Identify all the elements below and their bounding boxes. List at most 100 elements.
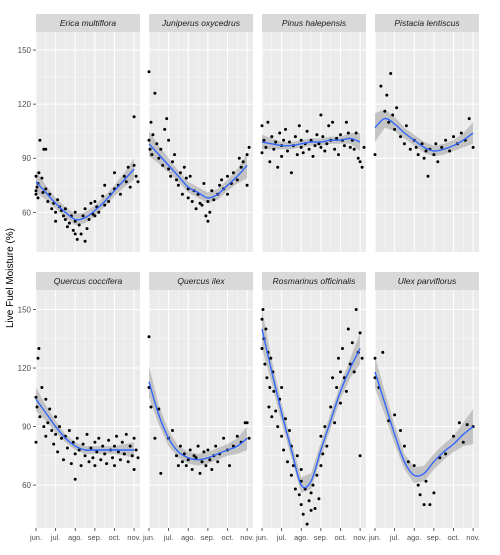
- x-tick-label: jun.: [255, 533, 268, 542]
- data-point: [297, 124, 301, 128]
- smooth-line: [261, 137, 361, 147]
- data-point: [184, 464, 188, 468]
- data-point: [289, 171, 293, 175]
- x-tick-label: jun.: [368, 533, 381, 542]
- data-point: [358, 160, 362, 164]
- data-point: [327, 124, 331, 128]
- data-point: [122, 452, 126, 456]
- data-point: [309, 138, 313, 142]
- data-point: [387, 120, 391, 124]
- data-point: [264, 327, 268, 331]
- x-tick-label: nov.: [353, 533, 367, 542]
- data-point: [182, 452, 186, 456]
- data-point: [339, 401, 342, 405]
- facet-strip: [375, 272, 479, 290]
- data-point: [315, 133, 319, 137]
- data-point: [50, 429, 54, 432]
- data-point: [87, 460, 91, 464]
- data-point: [65, 225, 69, 229]
- data-point: [418, 493, 422, 497]
- data-point: [159, 147, 163, 151]
- x-tick-label: jul.: [389, 533, 400, 542]
- data-point: [153, 436, 157, 440]
- data-point: [352, 370, 356, 374]
- x-tick-label: ago.: [68, 533, 83, 542]
- data-point: [448, 149, 452, 153]
- smooth-line: [148, 143, 248, 199]
- panel-background: [36, 290, 140, 528]
- data-point: [93, 464, 97, 468]
- data-point: [344, 389, 348, 393]
- data-point: [122, 174, 126, 178]
- data-point: [459, 131, 463, 135]
- facet-strip: [262, 14, 366, 32]
- data-point: [124, 432, 128, 436]
- data-point: [311, 154, 315, 158]
- facet-title-pistacia-lentiscus: Pistacia lentiscus: [394, 18, 460, 28]
- data-point: [276, 425, 280, 429]
- data-point: [161, 163, 165, 167]
- data-point: [265, 376, 269, 380]
- data-point: [228, 464, 231, 468]
- data-point: [325, 444, 329, 448]
- x-tick-label: oct.: [334, 533, 346, 542]
- facet-title-quercus-ilex: Quercus ilex: [177, 276, 225, 286]
- data-point: [147, 138, 151, 142]
- data-point: [295, 153, 299, 157]
- data-point: [457, 421, 461, 425]
- data-point: [339, 370, 342, 374]
- data-point: [333, 147, 337, 151]
- data-point: [358, 454, 362, 458]
- data-point: [337, 153, 340, 157]
- data-point: [163, 127, 167, 131]
- data-point: [329, 405, 333, 409]
- data-point: [116, 450, 120, 454]
- data-point: [245, 153, 249, 157]
- data-point: [180, 460, 184, 464]
- data-point: [147, 335, 151, 339]
- data-point: [75, 237, 79, 241]
- data-point: [424, 149, 428, 153]
- data-point: [56, 198, 60, 202]
- data-point: [420, 142, 424, 146]
- data-point: [103, 183, 107, 187]
- data-point: [260, 124, 264, 128]
- data-point: [198, 201, 202, 205]
- data-point: [50, 207, 54, 211]
- data-point: [206, 200, 210, 203]
- data-point: [42, 425, 46, 429]
- data-point: [422, 503, 426, 507]
- data-point: [373, 356, 377, 360]
- data-point: [67, 221, 71, 225]
- data-point: [436, 160, 440, 164]
- data-point: [202, 182, 206, 185]
- data-point: [36, 356, 40, 360]
- data-point: [239, 165, 243, 169]
- data-point: [63, 218, 67, 221]
- data-point: [331, 376, 335, 380]
- smooth-line: [261, 328, 361, 489]
- data-point: [60, 436, 63, 440]
- data-point: [113, 444, 116, 448]
- data-point: [208, 210, 212, 214]
- data-point: [226, 192, 229, 196]
- confidence-ribbon: [149, 366, 248, 466]
- data-point: [414, 145, 418, 149]
- data-point: [118, 458, 122, 462]
- data-point: [210, 189, 214, 193]
- x-tick-label: sep.: [314, 533, 328, 542]
- data-point: [194, 207, 198, 211]
- confidence-ribbon: [375, 109, 474, 157]
- y-tick-label: 90: [22, 423, 31, 432]
- x-tick-label: nov.: [240, 533, 254, 542]
- data-point: [452, 135, 455, 139]
- data-point: [432, 153, 436, 157]
- data-point: [115, 434, 118, 438]
- data-point: [93, 440, 97, 444]
- data-point: [44, 397, 48, 401]
- data-point: [280, 434, 284, 438]
- data-point: [286, 149, 289, 153]
- data-point: [311, 483, 315, 487]
- data-point: [194, 456, 198, 460]
- data-point: [101, 444, 105, 448]
